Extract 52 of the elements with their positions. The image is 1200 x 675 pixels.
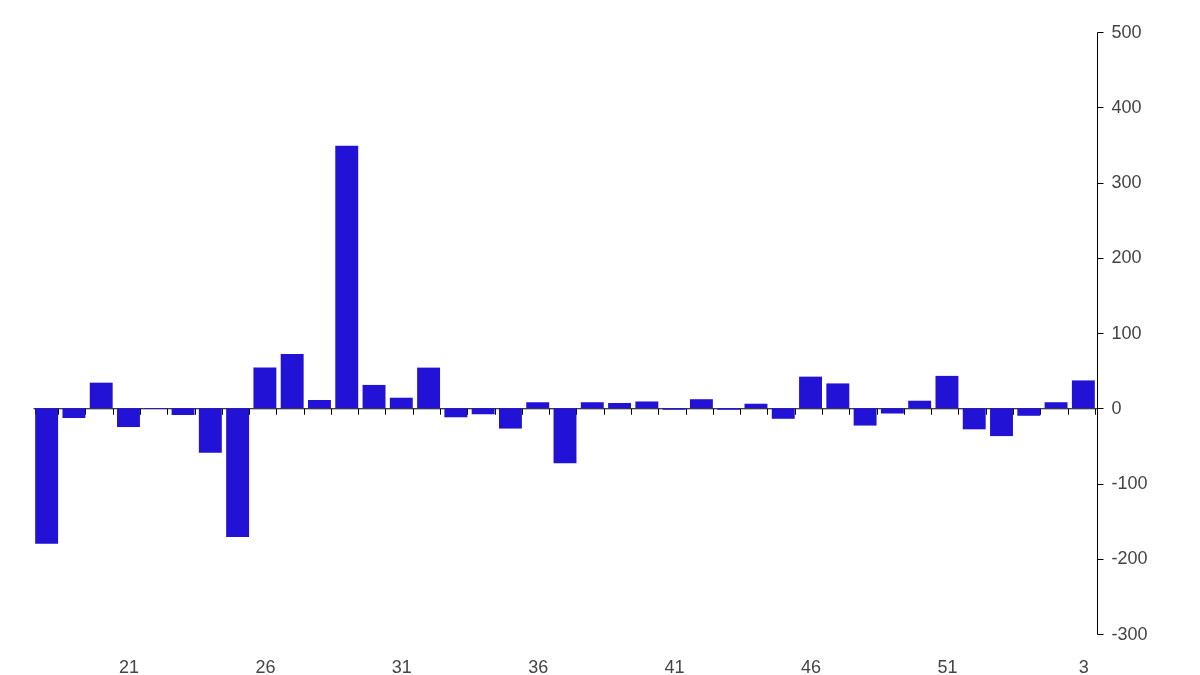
bar	[444, 408, 468, 418]
bar	[826, 383, 850, 409]
bar	[35, 408, 59, 544]
bar	[417, 367, 441, 409]
bar	[880, 408, 904, 414]
y-tick-label: 500	[1111, 21, 1142, 42]
y-tick-label: 400	[1111, 96, 1142, 117]
x-tick-label: 51	[937, 656, 958, 675]
bar	[799, 376, 822, 409]
bar	[498, 408, 522, 429]
bar	[280, 354, 304, 409]
bar	[1071, 380, 1095, 409]
bar	[1044, 402, 1068, 409]
bar	[308, 399, 331, 409]
y-tick-label: 200	[1111, 247, 1142, 268]
bar	[335, 145, 359, 409]
bar	[580, 402, 604, 409]
y-tick-label: -300	[1111, 623, 1148, 644]
bar	[389, 397, 413, 409]
bar	[635, 401, 659, 409]
x-tick-label: 26	[255, 656, 276, 675]
bar	[117, 408, 140, 428]
bar	[89, 382, 113, 409]
bar	[526, 402, 550, 409]
x-tick-label: 3	[1078, 656, 1089, 675]
bar	[1017, 408, 1041, 416]
bar	[990, 408, 1013, 437]
bar	[362, 384, 386, 409]
x-tick-label: 41	[664, 656, 685, 675]
bar	[471, 408, 495, 415]
bar	[935, 375, 959, 409]
y-tick-label: 300	[1111, 172, 1142, 192]
x-tick-label: 21	[118, 656, 139, 675]
bar	[962, 408, 986, 430]
bar	[608, 402, 632, 409]
bar	[689, 399, 713, 409]
bar	[853, 408, 877, 426]
y-tick-label: 0	[1111, 397, 1122, 418]
x-tick-label: 46	[801, 656, 822, 675]
y-tick-label: -100	[1111, 473, 1148, 493]
bar	[198, 408, 222, 453]
bar	[771, 408, 795, 419]
bar	[908, 400, 932, 409]
y-tick-label: 100	[1111, 322, 1142, 343]
x-tick-label: 36	[528, 656, 549, 675]
bar	[226, 408, 250, 537]
y-tick-label: -200	[1111, 548, 1148, 569]
x-tick-label: 31	[391, 656, 412, 675]
bar	[553, 408, 577, 464]
bar	[253, 367, 277, 409]
bar	[62, 408, 86, 419]
bar	[171, 408, 195, 416]
